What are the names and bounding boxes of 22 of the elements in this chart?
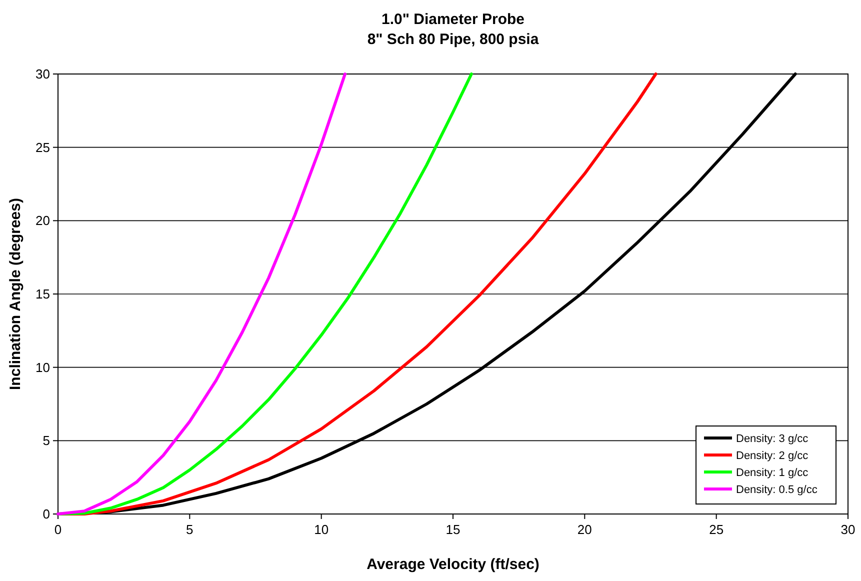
- line-series: [56, 72, 347, 516]
- legend-label: Density: 2 g/cc: [736, 450, 809, 462]
- x-tick-label: 0: [54, 522, 62, 537]
- legend-label: Density: 3 g/cc: [736, 433, 809, 445]
- y-tick-label: 0: [42, 506, 50, 522]
- legend-label: Density: 0.5 g/cc: [736, 484, 818, 496]
- y-tick-label: 25: [36, 140, 50, 155]
- legend-label: Density: 1 g/cc: [736, 467, 809, 479]
- x-axis-title: Average Velocity (ft/sec): [366, 556, 540, 573]
- y-tick-label: 20: [36, 213, 50, 228]
- y-axis-title: Inclination Angle (degrees): [7, 198, 24, 390]
- y-tick-label: 10: [36, 360, 50, 375]
- y-tick-label: 30: [36, 66, 50, 82]
- x-tick-label: 20: [577, 522, 592, 537]
- x-tick-label: 5: [186, 522, 194, 537]
- chart-title: 1.0" Diameter Probe 8" Sch 80 Pipe, 800 psia: [367, 11, 540, 48]
- x-tick-label: 25: [709, 522, 724, 537]
- x-tick-label: 30: [840, 522, 856, 537]
- y-tick-label: 15: [36, 286, 50, 302]
- y-tick-label: 5: [42, 433, 50, 448]
- x-tick-label: 15: [446, 522, 460, 537]
- x-tick-label: 10: [314, 522, 329, 537]
